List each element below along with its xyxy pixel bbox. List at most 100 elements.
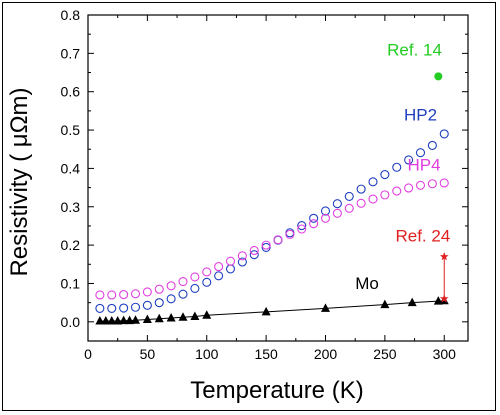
data-point — [261, 242, 271, 252]
data-point — [154, 298, 164, 308]
y-tick-label: 0.3 — [61, 199, 81, 215]
data-point — [380, 299, 390, 309]
data-point — [404, 155, 414, 165]
x-tick-label: 0 — [84, 346, 92, 362]
x-tick-label: 250 — [373, 346, 397, 362]
series-ref-14 — [434, 72, 443, 81]
annotation-hp2: HP2 — [404, 105, 437, 124]
data-point — [415, 148, 426, 158]
data-point — [214, 262, 224, 272]
data-point — [190, 272, 200, 282]
y-tick-label: 0.8 — [61, 7, 81, 23]
data-point — [166, 312, 176, 322]
data-point — [125, 315, 135, 325]
x-tick-label: 200 — [314, 346, 338, 362]
data-point — [392, 186, 402, 196]
data-point — [285, 229, 295, 239]
plot-layer: 0 50 100 150 200 250 300 0.0 0.1 0.2 0.3 0.4 0.5 0.6 0… — [61, 7, 469, 362]
data-point — [107, 303, 117, 313]
x-tick-label: 50 — [140, 346, 156, 362]
data-point — [439, 178, 449, 188]
y-tick-label: 0.4 — [61, 160, 81, 176]
data-point — [380, 190, 390, 200]
series-mo — [95, 295, 449, 325]
data-point — [433, 296, 443, 305]
data-point — [309, 219, 319, 229]
data-point — [415, 180, 426, 190]
data-point — [113, 316, 123, 325]
data-point — [404, 183, 414, 193]
y-tick-label: 0.0 — [61, 314, 81, 330]
annotation-mo: Mo — [355, 274, 379, 293]
data-point — [332, 208, 342, 218]
data-point — [320, 206, 331, 216]
data-point — [119, 315, 129, 325]
x-tick-label: 100 — [195, 346, 219, 362]
annotation-hp4: HP4 — [408, 155, 441, 174]
data-point — [249, 250, 259, 260]
data-point — [178, 312, 188, 321]
x-axis-title: Temperature (K) — [190, 377, 363, 404]
data-point — [344, 191, 354, 201]
plot-area-border — [87, 14, 469, 342]
data-point — [95, 290, 105, 300]
y-tick-label: 0.6 — [61, 84, 81, 100]
data-point — [166, 294, 176, 304]
data-point — [261, 240, 271, 250]
data-point — [178, 277, 188, 287]
data-point — [225, 256, 236, 266]
data-point — [154, 313, 164, 323]
data-point — [202, 277, 212, 287]
data-point — [95, 303, 105, 313]
data-point — [439, 129, 449, 139]
data-point — [344, 203, 354, 213]
data-point — [237, 257, 247, 267]
data-point — [130, 289, 141, 299]
figure-frame — [2, 2, 496, 411]
data-point — [142, 314, 152, 324]
data-point — [101, 316, 111, 325]
data-point — [392, 162, 402, 172]
data-point — [356, 198, 366, 208]
data-point — [297, 224, 307, 234]
data-point — [439, 294, 449, 303]
data-point — [273, 235, 283, 245]
data-point — [332, 199, 342, 209]
data-point — [190, 311, 200, 320]
data-point — [439, 252, 449, 261]
data-point — [142, 300, 152, 310]
series-hp4 — [95, 178, 449, 300]
data-point — [95, 316, 105, 325]
data-point — [107, 290, 117, 300]
data-point — [368, 177, 378, 187]
data-point — [142, 287, 152, 297]
data-point — [154, 284, 164, 294]
data-point — [427, 140, 437, 150]
y-axis-title: Resistivity ( μΩm) — [6, 87, 33, 276]
data-point — [225, 264, 236, 274]
data-point — [237, 251, 247, 261]
data-point — [309, 213, 319, 223]
data-point — [427, 179, 437, 189]
data-point — [380, 169, 390, 180]
data-point — [407, 297, 417, 307]
y-tick-label: 0.2 — [61, 237, 81, 253]
data-point — [356, 184, 366, 194]
series-hp2 — [95, 129, 449, 313]
data-point — [119, 290, 129, 300]
data-point — [107, 316, 117, 325]
data-point — [130, 302, 141, 312]
data-point — [321, 303, 330, 312]
y-tick-label: 0.1 — [61, 275, 81, 291]
x-tick-label: 150 — [254, 346, 278, 362]
data-point — [190, 283, 200, 294]
data-point — [368, 194, 378, 204]
data-point — [214, 271, 224, 281]
series-ref-24 — [439, 252, 449, 303]
y-tick-label: 0.5 — [61, 122, 81, 138]
annotation-ref-24: Ref. 24 — [395, 226, 450, 245]
data-point — [178, 289, 188, 299]
data-point — [202, 310, 212, 319]
data-point — [131, 315, 140, 324]
